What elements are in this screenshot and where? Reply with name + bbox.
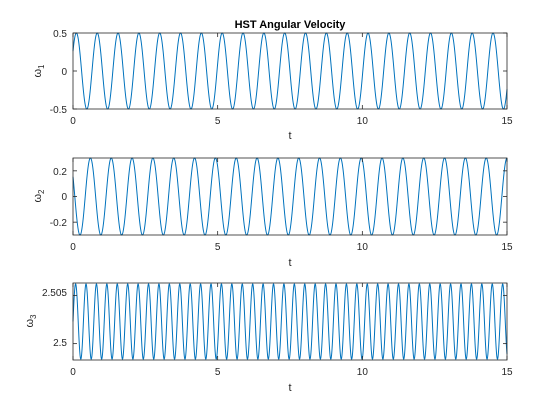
y-axis-label: ω2 — [32, 189, 46, 203]
x-tick-label: 5 — [215, 116, 221, 127]
x-tick-label: 10 — [357, 242, 369, 253]
x-tick-label: 15 — [501, 367, 513, 378]
series-line-1 — [72, 32, 508, 110]
x-ticks-2: 0 5 10 15 — [70, 242, 513, 253]
series-line-path — [72, 283, 508, 360]
y-tick-label: 0 — [61, 67, 67, 78]
y-axis-label-symbol: ω — [24, 319, 36, 328]
y-axis-label-subscript: 3 — [29, 314, 38, 319]
x-axis-label: t — [288, 130, 291, 142]
y-axis-label-subscript: 1 — [37, 64, 46, 69]
subplot-omega-3: 0 5 10 15 2.505 2.5 t ω3 — [24, 282, 513, 394]
x-axis-label: t — [288, 257, 291, 269]
y-axis-label-symbol: ω — [32, 194, 44, 203]
x-tick-label: 15 — [501, 116, 513, 127]
axes-box-3 — [72, 282, 508, 361]
x-tick-label: 0 — [70, 242, 76, 253]
chart-title: HST Angular Velocity — [235, 19, 347, 31]
x-tick-label: 10 — [357, 116, 369, 127]
y-ticks-1: 0.5 0 -0.5 — [50, 29, 68, 116]
subplot-omega-1: HST Angular Velocity 0 5 10 15 0.5 0 -0.… — [32, 19, 513, 142]
y-axis-label-subscript: 2 — [37, 189, 46, 194]
series-line-path — [72, 32, 508, 110]
y-tick-label: 2.5 — [53, 338, 67, 349]
y-tick-label: 0.2 — [53, 167, 67, 178]
x-ticks-3: 0 5 10 15 — [70, 367, 513, 378]
y-tick-label: -0.5 — [50, 105, 68, 116]
x-ticks-1: 0 5 10 15 — [70, 116, 513, 127]
y-ticks-3: 2.505 2.5 — [42, 288, 67, 349]
x-axis-label: t — [288, 382, 291, 394]
y-tick-label: 2.505 — [42, 288, 67, 299]
y-axis-label: ω1 — [32, 64, 46, 78]
x-tick-label: 0 — [70, 116, 76, 127]
y-axis-label-symbol: ω — [32, 69, 44, 78]
x-tick-label: 15 — [501, 242, 513, 253]
y-tick-label: 0.5 — [53, 29, 67, 40]
series-line-2 — [72, 157, 508, 236]
y-tick-label: -0.2 — [50, 218, 68, 229]
series-line-3 — [72, 283, 508, 360]
x-tick-label: 0 — [70, 367, 76, 378]
x-tick-label: 5 — [215, 242, 221, 253]
y-ticks-2: 0.2 0 -0.2 — [50, 167, 68, 229]
series-line-path — [72, 157, 508, 236]
y-tick-label: 0 — [61, 192, 67, 203]
x-tick-label: 10 — [357, 367, 369, 378]
y-axis-label: ω3 — [24, 314, 38, 328]
x-tick-label: 5 — [215, 367, 221, 378]
